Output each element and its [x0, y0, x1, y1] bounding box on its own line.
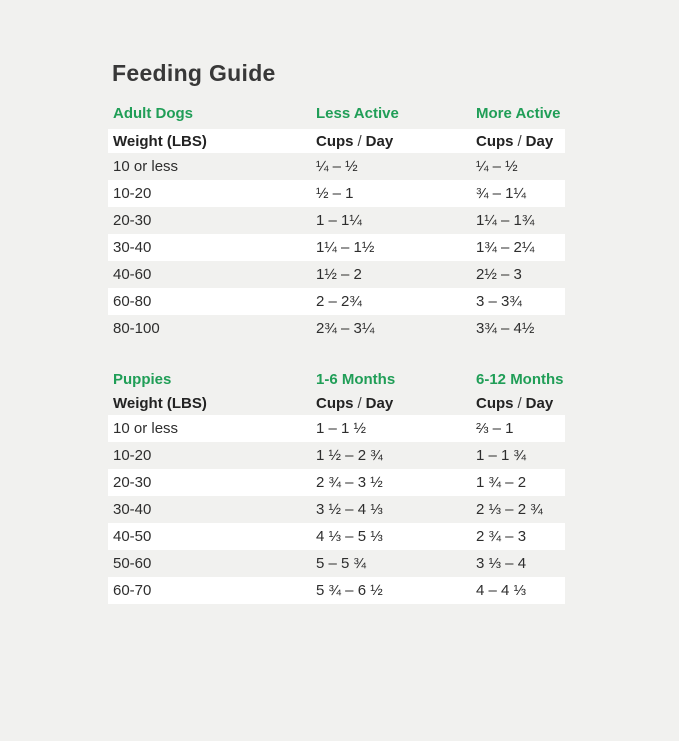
cups-per-day-header: Cups / Day — [476, 395, 565, 412]
months-1-6-cell: 4 ⅓ – 5 ⅓ — [316, 528, 383, 545]
weight-cell: 40-60 — [113, 266, 152, 283]
puppies-col-6-12-months: 6-12 Months — [476, 371, 564, 388]
table-row: 80-100 2¾ – 3¼ 3¾ – 4½ — [108, 315, 565, 342]
less-active-cell: ¼ – ½ — [316, 158, 358, 175]
months-1-6-cell: 5 ¾ – 6 ½ — [316, 582, 383, 599]
table-row: 20-30 2 ¾ – 3 ½ 1 ¾ – 2 — [108, 469, 565, 496]
more-active-cell: 1¾ – 2¼ — [476, 239, 535, 256]
months-6-12-cell: 2 ⅓ – 2 ¾ — [476, 501, 543, 518]
less-active-cell: 1¼ – 1½ — [316, 239, 375, 256]
slash-separator: / — [517, 394, 522, 412]
puppies-section-title: Puppies — [113, 371, 172, 388]
months-1-6-cell: 2 ¾ – 3 ½ — [316, 474, 383, 491]
less-active-cell: 2 – 2¾ — [316, 293, 362, 310]
cups-label: Cups — [476, 132, 514, 150]
weight-cell: 10-20 — [113, 185, 152, 202]
table-row: 10 or less ¼ – ½ ¼ – ½ — [108, 153, 565, 180]
table-row: 60-80 2 – 2¾ 3 – 3¾ — [108, 288, 565, 315]
weight-cell: 40-50 — [113, 528, 152, 545]
puppies-table-header-row: Weight (LBS) Cups / Day Cups / Day — [108, 391, 565, 415]
weight-cell: 10 or less — [113, 158, 179, 175]
months-1-6-cell: 1 – 1 ½ — [316, 420, 367, 437]
adult-col-less-active: Less Active — [316, 105, 399, 122]
more-active-cell: ¾ – 1¼ — [476, 185, 527, 202]
more-active-cell: 3 – 3¾ — [476, 293, 522, 310]
weight-cell: 50-60 — [113, 555, 152, 572]
puppies-section-header-row: Puppies 1-6 Months 6-12 Months — [108, 370, 565, 389]
weight-cell: 20-30 — [113, 474, 152, 491]
months-1-6-cell: 3 ½ – 4 ⅓ — [316, 501, 383, 518]
adult-table-header-row: Weight (LBS) Cups / Day Cups / Day — [108, 129, 565, 153]
puppies-table: Puppies 1-6 Months 6-12 Months Weight (L… — [108, 370, 565, 604]
months-6-12-cell: 1 ¾ – 2 — [476, 474, 527, 491]
day-label: Day — [525, 132, 554, 150]
table-row: 30-40 1¼ – 1½ 1¾ – 2¼ — [108, 234, 565, 261]
months-6-12-cell: ⅔ – 1 — [476, 420, 514, 437]
day-label: Day — [525, 394, 554, 412]
table-row: 60-70 5 ¾ – 6 ½ 4 – 4 ⅓ — [108, 577, 565, 604]
more-active-cell: ¼ – ½ — [476, 158, 518, 175]
slash-separator: / — [517, 132, 522, 150]
weight-cell: 30-40 — [113, 501, 152, 518]
table-row: 10-20 ½ – 1 ¾ – 1¼ — [108, 180, 565, 207]
less-active-cell: 2¾ – 3¼ — [316, 320, 375, 337]
adult-col-more-active: More Active — [476, 105, 561, 122]
weight-header: Weight (LBS) — [113, 132, 207, 150]
adult-section-title: Adult Dogs — [113, 105, 193, 122]
more-active-cell: 3¾ – 4½ — [476, 320, 535, 337]
table-row: 20-30 1 – 1¼ 1¼ – 1¾ — [108, 207, 565, 234]
table-row: 50-60 5 – 5 ¾ 3 ⅓ – 4 — [108, 550, 565, 577]
table-row: 10-20 1 ½ – 2 ¾ 1 – 1 ¾ — [108, 442, 565, 469]
less-active-cell: 1 – 1¼ — [316, 212, 362, 229]
weight-cell: 20-30 — [113, 212, 152, 229]
day-label: Day — [365, 394, 394, 412]
cups-label: Cups — [316, 132, 354, 150]
day-label: Day — [365, 132, 394, 150]
cups-per-day-header: Cups / Day — [316, 133, 476, 150]
table-row: 40-60 1½ – 2 2½ – 3 — [108, 261, 565, 288]
months-6-12-cell: 1 – 1 ¾ — [476, 447, 527, 464]
page-title: Feeding Guide — [112, 60, 276, 86]
weight-cell: 60-70 — [113, 582, 152, 599]
weight-cell: 80-100 — [113, 320, 160, 337]
weight-cell: 60-80 — [113, 293, 152, 310]
months-6-12-cell: 3 ⅓ – 4 — [476, 555, 527, 572]
weight-header: Weight (LBS) — [113, 394, 207, 412]
months-6-12-cell: 4 – 4 ⅓ — [476, 582, 527, 599]
slash-separator: / — [357, 132, 362, 150]
puppies-col-1-6-months: 1-6 Months — [316, 371, 396, 388]
slash-separator: / — [357, 394, 362, 412]
months-1-6-cell: 5 – 5 ¾ — [316, 555, 367, 572]
weight-cell: 10 or less — [113, 420, 179, 437]
months-1-6-cell: 1 ½ – 2 ¾ — [316, 447, 383, 464]
less-active-cell: ½ – 1 — [316, 185, 354, 202]
months-6-12-cell: 2 ¾ – 3 — [476, 528, 527, 545]
adult-dogs-table: Adult Dogs Less Active More Active Weigh… — [108, 104, 565, 342]
adult-section-header-row: Adult Dogs Less Active More Active — [108, 104, 565, 123]
table-row: 30-40 3 ½ – 4 ⅓ 2 ⅓ – 2 ¾ — [108, 496, 565, 523]
more-active-cell: 2½ – 3 — [476, 266, 522, 283]
weight-cell: 30-40 — [113, 239, 152, 256]
weight-cell: 10-20 — [113, 447, 152, 464]
cups-label: Cups — [476, 394, 514, 412]
more-active-cell: 1¼ – 1¾ — [476, 212, 535, 229]
less-active-cell: 1½ – 2 — [316, 266, 362, 283]
cups-label: Cups — [316, 394, 354, 412]
table-row: 40-50 4 ⅓ – 5 ⅓ 2 ¾ – 3 — [108, 523, 565, 550]
cups-per-day-header: Cups / Day — [316, 395, 476, 412]
table-row: 10 or less 1 – 1 ½ ⅔ – 1 — [108, 415, 565, 442]
cups-per-day-header: Cups / Day — [476, 133, 565, 150]
